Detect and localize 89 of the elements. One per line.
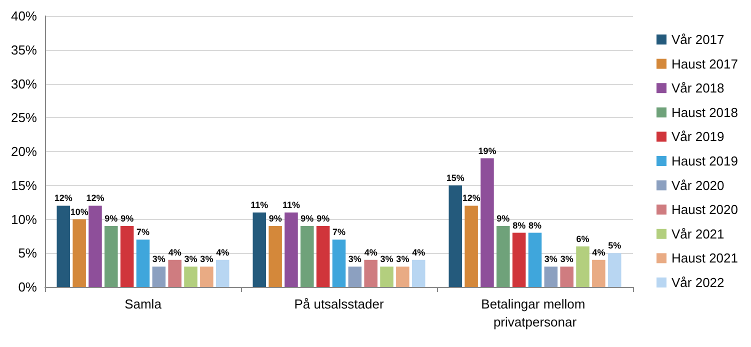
bar xyxy=(512,232,526,287)
bar xyxy=(88,206,102,287)
data-label: 4% xyxy=(592,247,606,258)
bar xyxy=(608,253,622,287)
data-label: 3% xyxy=(348,254,362,264)
data-label: 12% xyxy=(86,193,104,204)
bar xyxy=(200,266,214,287)
data-label: 4% xyxy=(216,247,230,258)
data-label: 12% xyxy=(462,193,480,204)
data-label: 9% xyxy=(268,214,282,224)
data-label: 4% xyxy=(364,247,378,258)
bar xyxy=(364,260,378,287)
data-label: 5% xyxy=(608,240,622,251)
bar xyxy=(284,212,298,287)
x-tick-label: På utsalsstader xyxy=(294,296,384,312)
data-label: 11% xyxy=(250,200,268,210)
data-label: 11% xyxy=(282,200,300,210)
bar xyxy=(152,266,166,287)
bar xyxy=(184,266,198,287)
data-label: 3% xyxy=(152,254,166,264)
y-tick-label: 0% xyxy=(18,280,38,294)
data-label: 7% xyxy=(136,227,150,238)
x-tick-label: Betalingar mellom privatpersonar xyxy=(481,296,589,330)
y-tick-label: 30% xyxy=(10,76,38,92)
bar xyxy=(560,266,574,287)
data-label: 4% xyxy=(412,247,426,258)
data-label: 8% xyxy=(512,220,526,230)
bar xyxy=(120,226,134,287)
data-label: 3% xyxy=(560,254,574,264)
bar xyxy=(396,266,410,287)
bar xyxy=(316,226,330,287)
bar xyxy=(348,266,362,287)
legend-label: Haust 2021 xyxy=(672,250,738,266)
y-tick-label: 10% xyxy=(10,212,38,227)
bar xyxy=(300,226,314,287)
bar xyxy=(216,260,230,287)
bar xyxy=(496,226,510,287)
bar xyxy=(332,240,346,287)
legend-label: Haust 2020 xyxy=(672,202,738,218)
data-label: 19% xyxy=(478,146,496,156)
bar xyxy=(268,226,282,287)
legend-label: Haust 2018 xyxy=(672,104,738,120)
data-label: 3% xyxy=(380,254,394,264)
data-label: 12% xyxy=(54,193,72,204)
bar xyxy=(464,206,478,287)
data-label: 9% xyxy=(104,214,118,224)
bar xyxy=(56,206,70,287)
bar xyxy=(592,260,606,287)
bar xyxy=(480,158,494,287)
y-tick-label: 15% xyxy=(10,178,38,193)
data-label: 3% xyxy=(184,254,198,264)
data-label: 9% xyxy=(300,214,314,224)
bar xyxy=(104,226,118,287)
y-tick-label: 35% xyxy=(10,42,38,58)
bar xyxy=(168,260,182,287)
data-label: 3% xyxy=(200,254,214,264)
data-label: 8% xyxy=(528,220,542,230)
bar xyxy=(136,240,150,287)
x-tick-label: Samla xyxy=(124,296,162,312)
data-label: 3% xyxy=(396,254,410,264)
data-label: 6% xyxy=(576,234,590,244)
data-label: 3% xyxy=(544,254,558,264)
data-label: 9% xyxy=(496,214,510,224)
legend-label: Haust 2017 xyxy=(672,56,738,72)
bar xyxy=(380,266,394,287)
y-tick-label: 5% xyxy=(18,246,38,261)
legend-label: Vår 2021 xyxy=(672,226,724,242)
bar xyxy=(412,260,426,287)
y-tick-label: 25% xyxy=(10,110,38,126)
legend-label: Vår 2020 xyxy=(672,178,724,193)
y-tick-label: 40% xyxy=(10,8,38,24)
legend-label: Vår 2019 xyxy=(672,129,724,144)
legend-label: Vår 2022 xyxy=(672,275,724,290)
legend-label: Haust 2019 xyxy=(672,154,738,168)
bar xyxy=(252,212,266,287)
data-label: 10% xyxy=(70,206,88,217)
legend-label: Vår 2017 xyxy=(672,32,724,47)
bar xyxy=(544,266,558,287)
bar xyxy=(576,246,590,287)
bar xyxy=(528,232,542,287)
legend-label: Vår 2018 xyxy=(672,80,724,96)
data-label: 9% xyxy=(316,214,330,224)
data-label: 7% xyxy=(332,227,346,238)
bar xyxy=(448,185,462,287)
data-label: 15% xyxy=(446,172,464,183)
bar xyxy=(72,219,86,287)
y-tick-label: 20% xyxy=(10,144,38,159)
data-label: 4% xyxy=(168,247,182,258)
data-label: 9% xyxy=(120,214,134,224)
